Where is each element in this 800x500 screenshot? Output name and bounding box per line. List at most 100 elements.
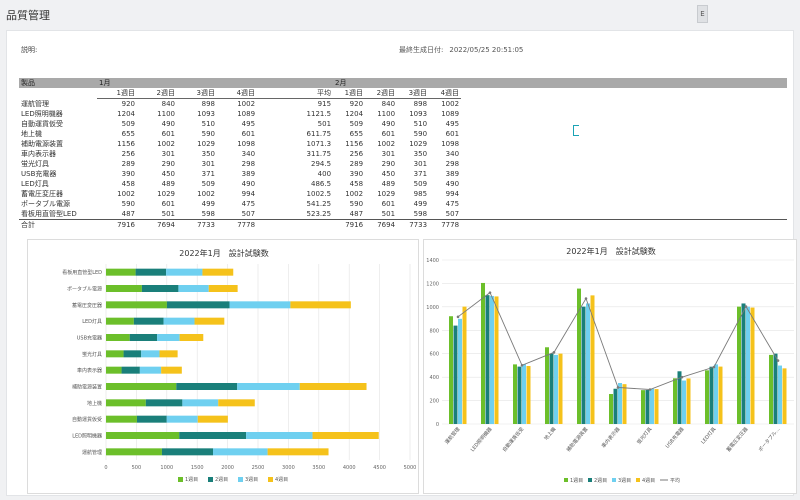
generated-date-label: 最終生成日付: [399, 46, 444, 54]
row-value: 598 [413, 210, 428, 218]
chart2-bar [673, 378, 677, 424]
row-value: 1093 [409, 110, 428, 118]
row-value [257, 219, 334, 230]
chart2-bar [581, 306, 586, 424]
chart2-bar [654, 389, 659, 424]
row-value: 495 [445, 120, 460, 128]
row-value: 590 [413, 130, 428, 138]
chart2-category-label: 運航管理 [443, 426, 461, 446]
row-value: 301 [413, 160, 428, 168]
row-value: 611.75 [306, 130, 332, 138]
chart1-bar [208, 285, 238, 292]
chart1-bar [161, 448, 214, 456]
row-filler [461, 179, 787, 189]
chart1-bar [136, 415, 167, 423]
chart1-bar [166, 415, 198, 423]
chart1-bar [290, 301, 351, 309]
chart2-bar [577, 288, 581, 424]
chart1-bar [106, 448, 162, 456]
row-value: 510 [413, 120, 428, 128]
chart2-bar [618, 383, 622, 424]
row-value: 1093 [197, 110, 215, 118]
row-value: 499 [413, 200, 428, 208]
row-value: 490 [445, 180, 460, 188]
row-value: 290 [381, 160, 396, 168]
row-value: 509 [349, 120, 364, 128]
chart2-bar [641, 390, 645, 424]
row-value: 390 [121, 170, 135, 178]
row-value: 1029 [377, 190, 396, 198]
chart2-legend-swatch [636, 478, 640, 482]
table-total-row: 合計 7916 7694 7733 7778 7916 7694 7733 7778 [19, 219, 788, 230]
row-value: 371 [201, 170, 215, 178]
chart1-bar [106, 399, 146, 407]
chart2-bar [490, 295, 494, 424]
chart1-bar [129, 334, 158, 341]
chart1-bar [106, 432, 180, 439]
chart2-y-tick: 200 [429, 399, 439, 405]
row-value: 495 [241, 120, 256, 128]
row-name: LED灯具 [21, 180, 49, 188]
row-filler [461, 139, 787, 149]
row-value: 486.5 [310, 180, 332, 188]
row-value: 994 [241, 190, 256, 198]
row-value: 294.5 [310, 160, 332, 168]
row-value: 507 [445, 210, 460, 218]
row-value: 985 [413, 190, 428, 198]
row-value: 1002.5 [306, 190, 332, 198]
row-value: 1002 [237, 100, 256, 108]
chart1-x-tick: 3500 [312, 465, 325, 471]
chart1-bar [106, 350, 124, 358]
chart2-legend-swatch [588, 478, 592, 482]
row-value: 7778 [217, 219, 258, 230]
chart2-bar [513, 364, 517, 424]
row-filler [461, 209, 787, 220]
row-value: 509 [413, 180, 428, 188]
chart1-bar [229, 301, 291, 309]
chart2-bar [462, 306, 467, 424]
row-value: 389 [241, 170, 256, 178]
chart2-svg: 2022年1月 設計試験数 0 200 400 600 800 1000 1200 1400 運航… [426, 246, 794, 484]
row-value: 298 [445, 160, 460, 168]
subheader-filler [461, 88, 787, 99]
chart1-legend-label: 1週目 [185, 476, 198, 483]
table-row: 蛍光灯具 289 290 301 298 294.5 289 290 301 298 [19, 159, 787, 169]
row-value: 489 [381, 180, 396, 188]
row-value: 509 [201, 180, 215, 188]
row-value: 1156 [345, 140, 364, 148]
row-value: 590 [121, 200, 135, 208]
header-month2: 2月 [333, 78, 788, 88]
chart1-bar [139, 366, 162, 374]
row-value: 1002 [377, 140, 396, 148]
row-filler [461, 199, 787, 209]
row-value: 598 [201, 210, 215, 218]
chart2-bar [714, 364, 718, 424]
chart1-category-label: 車内表示器 [77, 367, 102, 374]
row-value: 1029 [409, 140, 428, 148]
chart2-legend-label: 4週目 [642, 477, 655, 484]
chart2-y-tick: 0 [436, 422, 439, 428]
table-row: 地上機 655 601 590 601 611.75 655 601 590 601 [19, 129, 787, 139]
chart2-y-tick: 1400 [426, 258, 439, 264]
chart1-legend-label: 3週目 [245, 476, 258, 483]
chart1-svg: 2022年1月 設計試験数 0 500 1000 1500 2000 2500 3000 350… [62, 248, 417, 483]
table-row: 蓄電圧変圧器 1002 1029 1002 994 1002.5 1002 1029 985 99… [19, 189, 787, 199]
row-value: 298 [241, 160, 256, 168]
chart2-y-tick: 1000 [426, 305, 439, 311]
subheader-cell: 2週目 [365, 88, 398, 99]
subheader-cell: 4週目 [217, 88, 258, 99]
table-row: ポータブル電源 590 601 499 475 541.25 590 601 499 475 [19, 199, 787, 209]
chart2-average-point [456, 315, 460, 319]
generated-date: 最終生成日付: 2022/05/25 20:51:05 [399, 45, 529, 55]
subheader-cell: 3週目 [177, 88, 217, 99]
corner-button[interactable]: E [697, 5, 708, 23]
row-value: 920 [349, 100, 364, 108]
chart1-category-label: LED灯具 [82, 318, 102, 325]
chart2-legend-swatch [612, 478, 616, 482]
row-value: 475 [241, 200, 256, 208]
chart2-legend-label: 1週目 [570, 477, 583, 484]
row-value: 1089 [441, 110, 460, 118]
chart2-bar [686, 378, 691, 424]
chart1-x-tick: 5000 [404, 465, 417, 471]
subheader-cell: 4週目 [429, 88, 462, 99]
